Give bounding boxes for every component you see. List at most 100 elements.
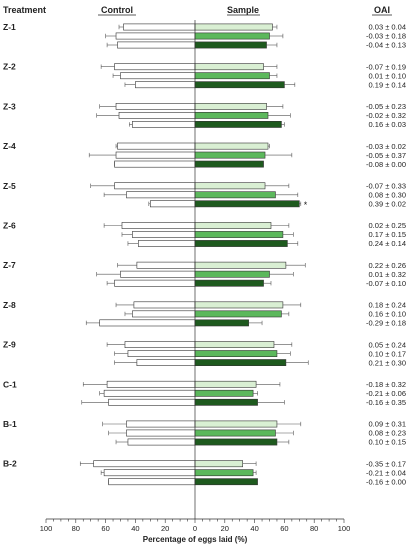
sample-bar — [194, 121, 282, 128]
oai-header: OAI — [374, 5, 390, 15]
sample-bar — [194, 389, 254, 397]
treatment-label: Z-7 — [3, 260, 16, 270]
oai-value: -0.07 ± 0.10 — [366, 279, 406, 288]
control-bar — [132, 121, 196, 128]
control-bar — [126, 429, 196, 437]
control-bar — [114, 279, 196, 287]
control-bar — [117, 142, 196, 150]
oai-value: 0.09 ± 0.31 — [369, 420, 406, 429]
oai-value: -0.07 ± 0.33 — [366, 182, 406, 191]
oai-value: 0.10 ± 0.15 — [369, 438, 406, 447]
sample-bar — [194, 191, 276, 199]
sample-bar — [194, 380, 257, 388]
sample-bar — [194, 310, 282, 318]
control-bar — [99, 319, 196, 327]
control-bar — [115, 151, 196, 159]
sample-bar — [194, 182, 266, 190]
sample-bar — [194, 63, 264, 71]
treatment-label: Z-3 — [3, 101, 16, 111]
oai-value: -0.29 ± 0.18 — [366, 319, 406, 328]
treatment-label: Z-4 — [3, 141, 16, 151]
sample-bar — [194, 478, 258, 486]
oai-value: 0.01 ± 0.32 — [369, 270, 406, 279]
oai-value: 0.24 ± 0.14 — [369, 239, 406, 248]
oai-value: 0.16 ± 0.10 — [369, 310, 406, 319]
control-bar — [114, 160, 196, 168]
control-bar — [114, 182, 196, 190]
significance-marker: * — [304, 200, 308, 210]
sample-bar — [194, 151, 266, 159]
x-tick-label: 0 — [193, 524, 197, 533]
sample-bar — [194, 438, 278, 446]
oai-value: 0.03 ± 0.04 — [369, 23, 406, 32]
x-tick-label: 40 — [131, 524, 139, 533]
sample-bar — [194, 429, 276, 437]
oai-value: 0.10 ± 0.17 — [369, 349, 406, 358]
oai-value: -0.16 ± 0.35 — [366, 398, 406, 407]
sample-bar — [194, 112, 269, 119]
sample-bar — [194, 231, 284, 238]
treatment-label: Z-5 — [3, 181, 16, 191]
sample-bar — [194, 279, 264, 287]
control-bar — [118, 112, 196, 119]
oai-value: -0.08 ± 0.00 — [366, 160, 406, 169]
control-bar — [136, 359, 196, 366]
sample-bar — [194, 261, 287, 269]
sample-bar — [194, 301, 284, 309]
control-bar — [126, 191, 196, 199]
oai-value: 0.05 ± 0.24 — [369, 340, 406, 349]
control-bar — [127, 350, 196, 357]
control-bar — [120, 270, 196, 278]
sample-bar — [194, 200, 300, 208]
oai-value: -0.03 ± 0.02 — [366, 142, 406, 151]
oai-value: 0.08 ± 0.30 — [369, 191, 406, 200]
sample-bar — [194, 23, 273, 31]
sample-bar — [194, 222, 272, 229]
oai-value: -0.03 ± 0.18 — [366, 32, 406, 41]
control-header: Control — [101, 5, 133, 15]
treatment-label: Z-1 — [3, 22, 16, 32]
control-bar — [114, 63, 196, 71]
x-axis-label: Percentage of eggs laid (%) — [143, 535, 248, 544]
oai-value: -0.05 ± 0.23 — [366, 102, 406, 111]
treatment-label: B-2 — [3, 459, 17, 469]
oai-value: -0.04 ± 0.13 — [366, 41, 406, 50]
sample-bar — [194, 341, 275, 348]
control-bar — [132, 310, 196, 318]
sample-bar — [194, 420, 278, 428]
control-bar — [133, 301, 196, 309]
oai-value: -0.07 ± 0.19 — [366, 62, 406, 71]
oai-value: -0.02 ± 0.32 — [366, 111, 406, 120]
control-bar — [120, 72, 196, 80]
oai-value: 0.01 ± 0.10 — [369, 71, 406, 80]
x-tick-label: 60 — [101, 524, 109, 533]
sample-bar — [194, 270, 270, 278]
treatment-label: B-1 — [3, 419, 17, 429]
oai-value: -0.21 ± 0.04 — [366, 468, 406, 477]
sample-bar — [194, 142, 269, 150]
treatment-label: C-1 — [3, 379, 17, 389]
control-bar — [121, 222, 196, 229]
oai-value: 0.19 ± 0.14 — [369, 80, 406, 89]
x-tick-label: 60 — [280, 524, 288, 533]
control-bar — [124, 341, 196, 348]
control-bar — [150, 200, 196, 208]
treatment-label: Z-6 — [3, 221, 16, 231]
control-bar — [136, 261, 196, 269]
oai-value: 0.16 ± 0.03 — [369, 120, 406, 129]
sample-bar — [194, 359, 287, 366]
control-bar — [115, 103, 196, 110]
oai-value: 0.08 ± 0.23 — [369, 429, 406, 438]
treatment-header: Treatment — [3, 5, 46, 15]
control-bar — [117, 41, 196, 49]
oai-value: 0.21 ± 0.30 — [369, 358, 406, 367]
control-bar — [103, 389, 196, 397]
x-tick-label: 20 — [221, 524, 229, 533]
plot-area: Z-1 0.03 ± 0.04-0.03 ± 0.18-0.04 ± 0.13 Z-… — [3, 20, 406, 533]
oai-value: 0.18 ± 0.24 — [369, 301, 406, 310]
sample-bar — [194, 32, 270, 40]
oai-value: -0.21 ± 0.06 — [366, 389, 406, 398]
x-tick-label: 20 — [161, 524, 169, 533]
control-bar — [115, 32, 196, 40]
